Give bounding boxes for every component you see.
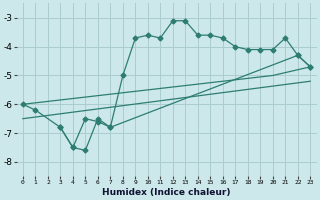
X-axis label: Humidex (Indice chaleur): Humidex (Indice chaleur): [102, 188, 231, 197]
